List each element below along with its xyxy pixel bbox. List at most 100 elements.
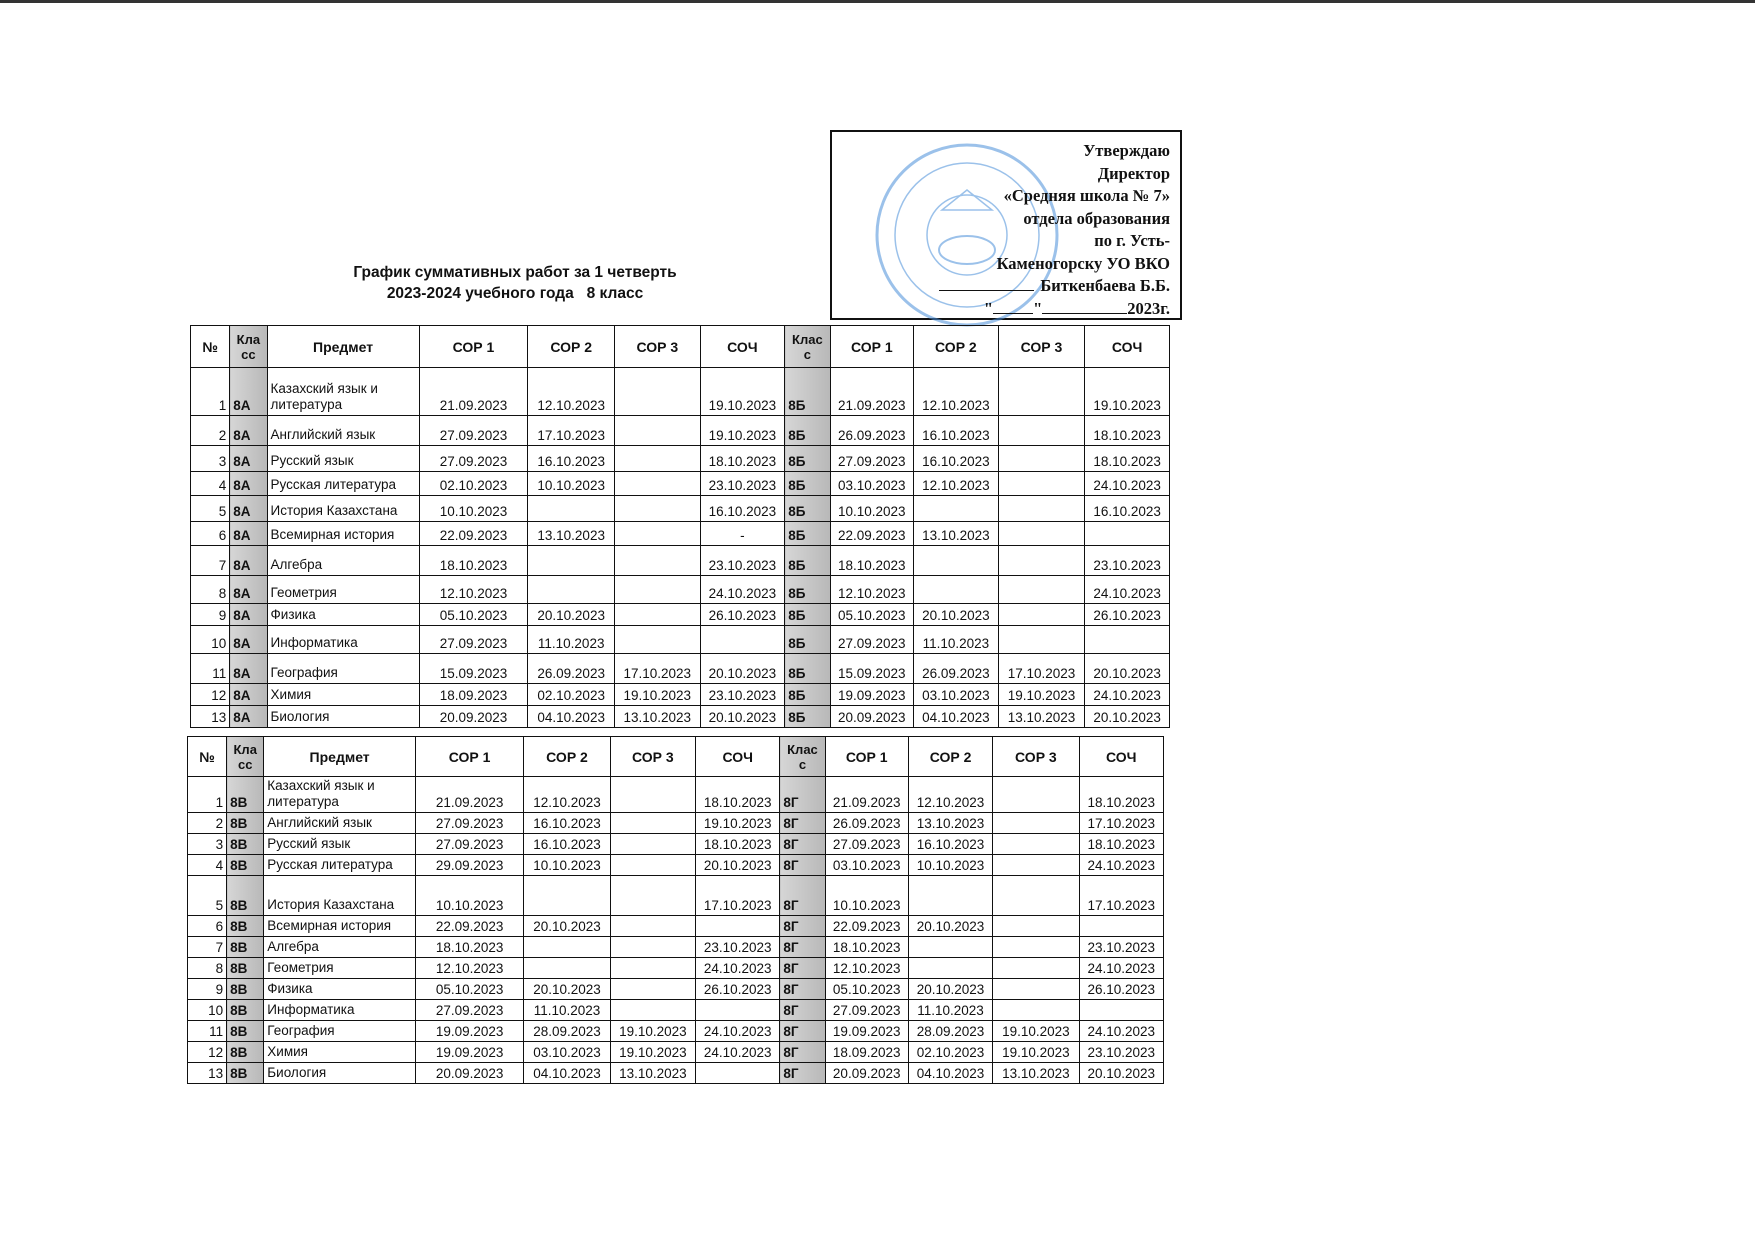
cell-sor2 [907, 957, 994, 979]
cell-soch: 18.10.2023 [1084, 445, 1170, 472]
cell-sor2 [913, 545, 999, 576]
cell-sor2: 04.10.2023 [907, 1062, 994, 1084]
table-row: 9 8В Физика 05.10.2023 20.10.2023 26.10.2023 8… [186, 978, 1165, 1000]
cell-subject: Геометрия [266, 575, 420, 604]
cell-sor2: 16.10.2023 [523, 812, 611, 834]
cell-sor3 [609, 833, 697, 855]
cell-sor3 [992, 936, 1080, 958]
title-line-2: 2023-2024 учебного года 8 класс [386, 285, 644, 302]
cell-sor1: 22.09.2023 [418, 521, 529, 546]
cell-sor3: 19.10.2023 [609, 1041, 697, 1063]
cell-soch [1078, 915, 1165, 937]
cell-soch: 18.10.2023 [695, 776, 781, 813]
approval-text: Утверждаю Директор «Средняя школа № 7» о… [939, 140, 1170, 320]
cell-soch: 20.10.2023 [699, 705, 786, 728]
column-header-sor3: СОР 3 [613, 325, 701, 368]
approval-year: 2023г. [1127, 298, 1170, 318]
cell-soch: 24.10.2023 [1084, 683, 1170, 706]
cell-sor3 [613, 367, 701, 416]
cell-soch: 17.10.2023 [1078, 875, 1165, 916]
cell-number: 3 [189, 445, 231, 472]
cell-sor1: 26.09.2023 [829, 415, 915, 446]
cell-soch: 20.10.2023 [699, 653, 786, 684]
column-header-sor2: СОР 2 [527, 325, 615, 368]
cell-sor1: 22.09.2023 [414, 915, 525, 937]
cell-sor3 [609, 978, 697, 1000]
cell-class: 8Б [784, 471, 831, 496]
cell-soch: 24.10.2023 [1084, 471, 1170, 496]
cell-subject: Физика [263, 978, 416, 1000]
column-header-class: Клас с [779, 736, 826, 777]
cell-soch: 17.10.2023 [1078, 812, 1165, 834]
cell-subject: Казахский язык и литература [263, 776, 416, 813]
cell-class: 8Г [779, 915, 826, 937]
cell-soch: 19.10.2023 [699, 367, 786, 416]
approval-line: «Средняя школа № 7» [1003, 186, 1170, 205]
day-blank [993, 312, 1034, 314]
cell-sor1: 21.09.2023 [824, 776, 909, 813]
cell-sor2: 26.09.2023 [913, 653, 999, 684]
cell-soch: 23.10.2023 [699, 683, 786, 706]
table-row: 1 8В Казахский язык и литература 21.09.2023… [186, 776, 1165, 813]
cell-soch: - [699, 521, 786, 546]
cell-sor1: 27.09.2023 [824, 999, 909, 1021]
cell-subject: История Казахстана [266, 495, 420, 522]
cell-sor2: 04.10.2023 [523, 1062, 611, 1084]
cell-sor2 [527, 545, 615, 576]
signatory-name: Биткенбаева Б.Б. [1040, 276, 1170, 295]
cell-soch: 16.10.2023 [699, 495, 786, 522]
cell-sor1: 21.09.2023 [414, 776, 525, 813]
cell-sor3: 17.10.2023 [613, 653, 701, 684]
cell-soch: 26.10.2023 [699, 603, 786, 626]
cell-soch: 24.10.2023 [1084, 575, 1170, 604]
cell-sor1: 05.10.2023 [824, 978, 909, 1000]
cell-sor1: 10.10.2023 [824, 875, 909, 916]
cell-sor3 [613, 575, 701, 604]
cell-number: 9 [189, 603, 231, 626]
cell-class: 8Г [779, 957, 826, 979]
cell-sor2: 28.09.2023 [907, 1020, 994, 1042]
cell-subject: Химия [266, 683, 420, 706]
cell-sor3 [997, 575, 1086, 604]
cell-number: 8 [189, 575, 231, 604]
cell-number: 4 [186, 854, 228, 876]
cell-sor3 [609, 957, 697, 979]
cell-sor1: 27.09.2023 [824, 833, 909, 855]
cell-sor3 [609, 999, 697, 1021]
cell-sor1: 20.09.2023 [414, 1062, 525, 1084]
cell-sor3 [992, 978, 1080, 1000]
approval-line: Каменогорску УО ВКО [996, 253, 1170, 273]
table-row: 8 8А Геометрия 12.10.2023 24.10.2023 8Б 12.10.… [189, 575, 1170, 604]
cell-subject: Всемирная история [266, 521, 420, 546]
cell-sor2: 16.10.2023 [527, 445, 615, 472]
cell-sor1: 05.10.2023 [414, 978, 525, 1000]
cell-sor2: 12.10.2023 [907, 776, 994, 813]
cell-sor3: 19.10.2023 [609, 1020, 697, 1042]
cell-soch: 26.10.2023 [1078, 978, 1165, 1000]
cell-sor3: 13.10.2023 [992, 1062, 1080, 1084]
cell-soch: 23.10.2023 [695, 936, 781, 958]
cell-soch: 16.10.2023 [1084, 495, 1170, 522]
cell-sor1: 18.10.2023 [414, 936, 525, 958]
cell-class: 8Г [779, 978, 826, 1000]
signature-line [939, 290, 1035, 291]
table-row: 1 8А Казахский язык и литература 21.09.2023… [189, 367, 1170, 416]
cell-subject: География [266, 653, 420, 684]
cell-sor3: 19.10.2023 [992, 1020, 1080, 1042]
cell-sor2: 20.10.2023 [913, 603, 999, 626]
cell-sor3 [609, 776, 697, 813]
cell-sor3 [997, 545, 1086, 576]
cell-sor1: 26.09.2023 [824, 812, 909, 834]
cell-sor2: 20.10.2023 [523, 915, 611, 937]
cell-sor2: 20.10.2023 [907, 915, 994, 937]
cell-number: 8 [186, 957, 228, 979]
cell-sor2: 04.10.2023 [913, 705, 999, 728]
cell-sor1: 10.10.2023 [418, 495, 529, 522]
column-header-sor1: СОР 1 [829, 325, 915, 368]
cell-class: 8В [226, 854, 265, 876]
cell-sor3 [992, 854, 1080, 876]
cell-sor2 [913, 575, 999, 604]
column-header-sor1: СОР 1 [824, 736, 909, 777]
cell-sor1: 29.09.2023 [414, 854, 525, 876]
cell-soch [695, 1062, 781, 1084]
